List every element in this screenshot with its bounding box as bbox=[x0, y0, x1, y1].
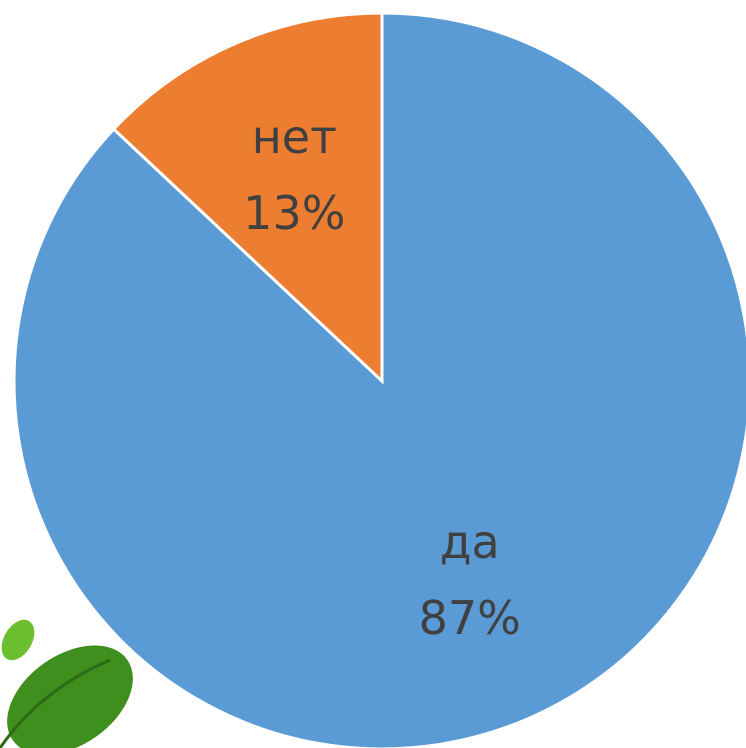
slice-category: нет bbox=[252, 110, 337, 164]
slice-category: да bbox=[440, 515, 500, 569]
slice-value-label: 87% bbox=[419, 591, 521, 645]
slice-value-label: 13% bbox=[243, 186, 345, 240]
leaf-decoration bbox=[0, 619, 133, 748]
pie-slice bbox=[111, 11, 384, 385]
